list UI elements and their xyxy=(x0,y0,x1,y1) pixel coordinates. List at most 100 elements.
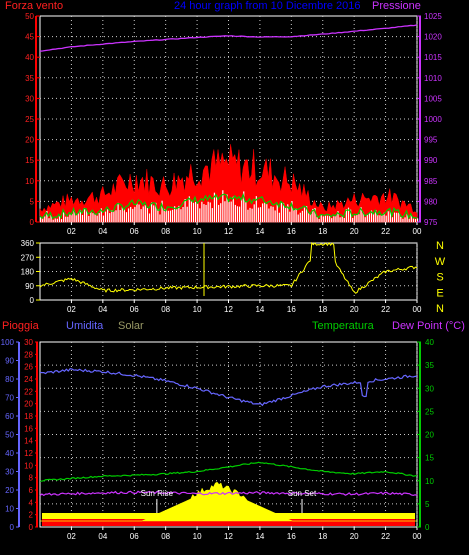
temperature-ytick-label: 40 xyxy=(425,338,434,347)
pressure-ytick-label: 1005 xyxy=(424,94,442,103)
wind-ytick-label: 15 xyxy=(25,156,34,165)
wind-bar xyxy=(364,217,366,222)
wind-bar xyxy=(50,214,52,222)
temperature-ytick-label: 35 xyxy=(425,361,434,370)
wind-bar xyxy=(60,219,63,222)
p1-xtick-label: 22 xyxy=(381,227,390,236)
rain-ytick-label: 30 xyxy=(24,338,33,347)
wind-bar xyxy=(186,206,188,222)
wind-bar xyxy=(218,204,220,222)
rain-band xyxy=(42,519,415,526)
wind-bar xyxy=(81,214,84,222)
wind-bar xyxy=(83,207,86,222)
p1-xtick-label: 10 xyxy=(193,227,202,236)
wind-bar xyxy=(402,218,404,222)
solar-baseline xyxy=(42,513,415,519)
wind-bar xyxy=(373,213,375,222)
rain-ytick-label: 16 xyxy=(24,424,33,433)
wind-bar xyxy=(159,214,161,222)
wind-bar xyxy=(52,219,54,222)
humidity-ytick-label: 50 xyxy=(5,431,14,440)
sunrise-label: Sun Rise xyxy=(141,489,174,498)
wind-bar xyxy=(326,215,329,222)
direction-ytick-label: 270 xyxy=(21,253,35,262)
wind-bar xyxy=(138,204,140,222)
direction-ytick-label: 0 xyxy=(30,296,35,305)
wind-bar xyxy=(67,216,69,222)
wind-bar xyxy=(163,208,165,222)
wind-bar xyxy=(381,214,383,222)
pressure-ytick-label: 1025 xyxy=(424,12,442,21)
wind-bar xyxy=(393,212,396,222)
wind-bar xyxy=(387,211,389,222)
wind-bar xyxy=(140,209,142,222)
wind-bar xyxy=(251,208,253,222)
wind-bar xyxy=(226,194,228,222)
wind-ytick-label: 10 xyxy=(25,177,34,186)
wind-bar xyxy=(184,199,186,222)
panel3-labels: Pioggia Umidita Solar Temperatura Dew Po… xyxy=(0,320,469,336)
wind-bar xyxy=(379,215,381,222)
p2-xtick-label: 04 xyxy=(98,305,107,314)
wind-bar xyxy=(46,211,48,222)
p2-xtick-label: 22 xyxy=(381,305,390,314)
wind-bar xyxy=(88,215,90,222)
humidity-line xyxy=(39,368,418,407)
p2-xtick-label: 14 xyxy=(255,305,264,314)
wind-bar xyxy=(207,201,209,222)
rain-ytick-label: 28 xyxy=(24,350,33,359)
wind-bar xyxy=(205,204,207,222)
wind-bar xyxy=(42,218,44,222)
wind-bar xyxy=(174,206,176,222)
wind-bar xyxy=(408,218,410,222)
wind-ytick-label: 30 xyxy=(25,94,34,103)
p3-xtick-label: 12 xyxy=(224,532,233,541)
p2-xtick-label: 12 xyxy=(224,305,233,314)
p1-xtick-label: 06 xyxy=(130,227,139,236)
rain-ytick-label: 8 xyxy=(29,474,34,483)
wind-bar xyxy=(312,208,314,222)
rain-ytick-label: 2 xyxy=(29,511,34,520)
wind-bar xyxy=(65,216,67,222)
humidity-ytick-label: 30 xyxy=(5,468,14,477)
wind-bar xyxy=(155,202,157,222)
wind-bar xyxy=(75,215,77,222)
wind-bar xyxy=(232,196,234,222)
solar-area xyxy=(40,481,417,522)
wind-bar xyxy=(295,208,297,222)
humidity-ytick-label: 0 xyxy=(10,523,15,532)
wind-bar xyxy=(182,206,184,222)
wind-bar xyxy=(337,211,339,222)
wind-bar xyxy=(318,219,320,222)
wind-bar xyxy=(324,214,327,222)
wind-bar xyxy=(375,210,377,222)
wind-bar xyxy=(241,198,243,222)
wind-bar xyxy=(234,204,236,222)
pressure-ytick-label: 995 xyxy=(424,136,438,145)
wind-bar xyxy=(396,212,398,222)
wind-bar xyxy=(178,205,180,222)
wind-bar xyxy=(285,207,287,222)
wind-bar xyxy=(44,216,46,222)
rain-ytick-label: 12 xyxy=(24,449,33,458)
wind-bar xyxy=(102,215,105,222)
wind-bar xyxy=(211,208,213,222)
p1-xtick-label: 16 xyxy=(287,227,296,236)
pressure-ytick-label: 985 xyxy=(424,177,438,186)
wind-bar xyxy=(194,201,197,222)
humidity-label: Umidita xyxy=(66,320,104,332)
p3-xtick-label: 14 xyxy=(255,532,264,541)
wind-bar xyxy=(287,204,289,222)
wind-bar xyxy=(230,201,232,222)
wind-bar xyxy=(180,209,182,222)
wind-bar xyxy=(220,203,222,222)
temperature-ytick-label: 30 xyxy=(425,384,434,393)
temperature-label: Temperatura xyxy=(312,320,374,332)
wind-ytick-label: 40 xyxy=(25,53,34,62)
wind-bar xyxy=(257,207,260,222)
wind-bar xyxy=(278,212,280,222)
wind-bar xyxy=(341,216,343,222)
wind-bar xyxy=(142,206,144,222)
wind-bar xyxy=(213,192,216,222)
